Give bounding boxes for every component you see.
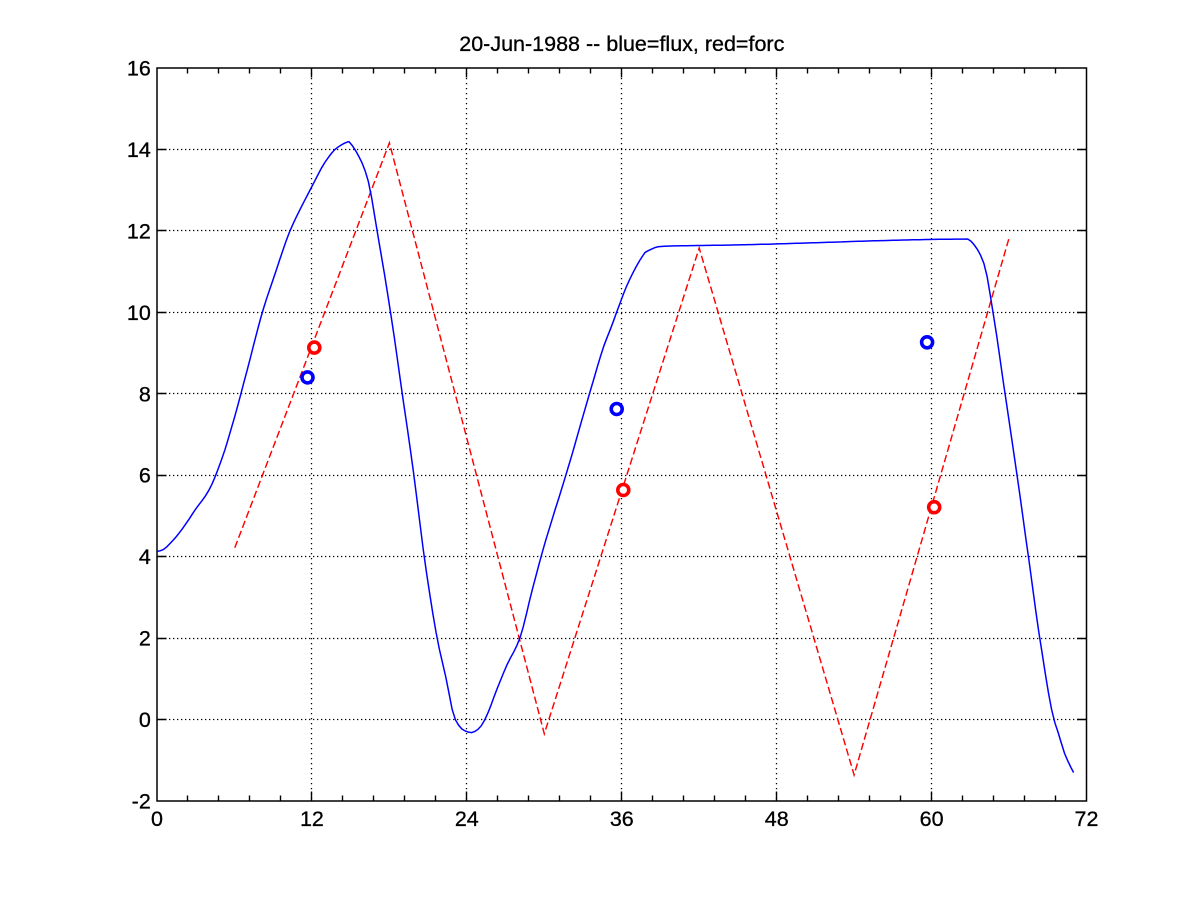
svg-text:36: 36 bbox=[610, 807, 634, 831]
svg-text:12: 12 bbox=[127, 219, 151, 243]
svg-text:24: 24 bbox=[455, 807, 479, 831]
svg-text:60: 60 bbox=[920, 807, 944, 831]
svg-text:14: 14 bbox=[127, 138, 151, 162]
svg-text:6: 6 bbox=[139, 464, 151, 488]
svg-text:72: 72 bbox=[1075, 807, 1099, 831]
svg-text:48: 48 bbox=[765, 807, 789, 831]
svg-text:0: 0 bbox=[139, 708, 151, 732]
svg-text:4: 4 bbox=[139, 545, 151, 569]
svg-text:20-Jun-1988 -- blue=flux, red=: 20-Jun-1988 -- blue=flux, red=forc bbox=[459, 32, 784, 56]
svg-text:-2: -2 bbox=[132, 790, 151, 814]
svg-text:10: 10 bbox=[127, 301, 151, 325]
svg-text:8: 8 bbox=[139, 382, 151, 406]
svg-text:0: 0 bbox=[151, 807, 163, 831]
svg-text:12: 12 bbox=[300, 807, 324, 831]
svg-text:16: 16 bbox=[127, 57, 151, 81]
svg-text:2: 2 bbox=[139, 627, 151, 651]
